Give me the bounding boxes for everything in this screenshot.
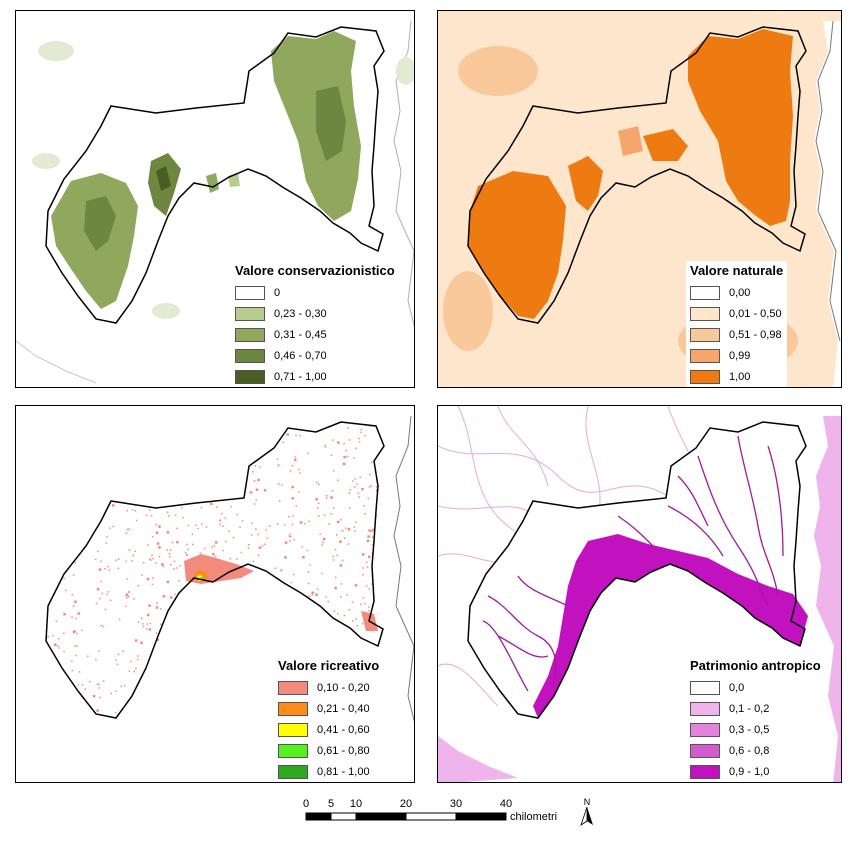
legend-row: 0 — [235, 282, 395, 303]
legend-swatch — [690, 285, 720, 300]
legend-row: 0,0 — [690, 677, 821, 698]
legend-label: 1,00 — [729, 370, 751, 383]
legend-row: 0,6 - 0,8 — [690, 740, 821, 761]
legend-swatch — [690, 348, 720, 363]
legend-swatch — [690, 701, 720, 716]
scale-tick-label: 20 — [400, 798, 412, 810]
legend-row: 0,61 - 0,80 — [278, 740, 379, 761]
map-panel-naturale: Valore naturale 0,00 0,01 - 0,50 0,51 - … — [437, 10, 842, 388]
legend-label: 0,99 — [729, 349, 751, 362]
legend-row: 1,00 — [690, 366, 783, 387]
legend-swatch — [235, 348, 265, 363]
legend-ricreativo: Valore ricreativo 0,10 - 0,20 0,21 - 0,4… — [274, 656, 384, 782]
legend-row: 0,71 - 1,00 — [235, 366, 395, 387]
legend-title: Patrimonio antropico — [690, 658, 821, 673]
legend-swatch — [690, 306, 720, 321]
legend-label: 0,10 - 0,20 — [317, 681, 370, 694]
legend-swatch — [278, 743, 308, 758]
legend-row: 0,3 - 0,5 — [690, 719, 821, 740]
legend-label: 0,1 - 0,2 — [729, 702, 770, 715]
map-antropico — [438, 406, 841, 782]
legend-conservazionistico: Valore conservazionistico 0 0,23 - 0,30 … — [231, 261, 399, 387]
legend-swatch — [235, 327, 265, 342]
scale-tick-label: 40 — [500, 798, 512, 810]
legend-label: 0,21 - 0,40 — [317, 702, 370, 715]
scale-tick-label: 30 — [450, 798, 462, 810]
map-panel-ricreativo: Valore ricreativo 0,10 - 0,20 0,21 - 0,4… — [15, 405, 415, 783]
legend-swatch — [690, 680, 720, 695]
legend-label: 0 — [274, 286, 281, 299]
legend-label: 0,41 - 0,60 — [317, 723, 370, 736]
legend-label: 0,23 - 0,30 — [274, 307, 327, 320]
legend-title: Valore ricreativo — [278, 658, 380, 673]
scale-unit-label: chilometri — [510, 811, 557, 823]
legend-row: 0,99 — [690, 345, 783, 366]
legend-title: Valore naturale — [690, 263, 784, 278]
legend-label: 0,0 — [729, 681, 745, 694]
north-arrow-icon: N — [580, 797, 593, 826]
scale-tick-label: 5 — [328, 798, 334, 810]
legend-row: 0,10 - 0,20 — [278, 677, 379, 698]
legend-row: 0,00 — [690, 282, 783, 303]
legend-swatch — [235, 369, 265, 384]
legend-label: 0,51 - 0,98 — [729, 328, 782, 341]
legend-naturale: Valore naturale 0,00 0,01 - 0,50 0,51 - … — [686, 261, 788, 387]
map-panel-antropico: Patrimonio antropico 0,0 0,1 - 0,2 0,3 -… — [437, 405, 842, 783]
legend-swatch — [235, 306, 265, 321]
legend-row: 0,46 - 0,70 — [235, 345, 395, 366]
map-conservazionistico — [16, 20, 414, 384]
legend-swatch — [690, 327, 720, 342]
map-panel-conservazionistico: Valore conservazionistico 0 0,23 - 0,30 … — [15, 10, 415, 388]
legend-swatch — [278, 680, 308, 695]
legend-row: 0,51 - 0,98 — [690, 324, 783, 345]
legend-swatch — [235, 285, 265, 300]
legend-label: 0,46 - 0,70 — [274, 349, 327, 362]
scale-tick-label: 0 — [303, 798, 309, 810]
legend-swatch — [278, 722, 308, 737]
map-ricreativo — [45, 415, 414, 737]
legend-row: 0,31 - 0,45 — [235, 324, 395, 345]
legend-label: 0,81 - 1,00 — [317, 765, 370, 778]
scale-bar-segments — [305, 812, 507, 821]
legend-label: 0,9 - 1,0 — [729, 765, 770, 778]
legend-label: 0,61 - 0,80 — [317, 744, 370, 757]
legend-label: 0,6 - 0,8 — [729, 744, 770, 757]
legend-row: 0,81 - 1,00 — [278, 761, 379, 782]
legend-label: 0,31 - 0,45 — [274, 328, 327, 341]
legend-row: 0,01 - 0,50 — [690, 303, 783, 324]
scale-tick-label: 10 — [350, 798, 362, 810]
legend-label: 0,01 - 0,50 — [729, 307, 782, 320]
legend-swatch — [690, 722, 720, 737]
legend-title: Valore conservazionistico — [235, 263, 395, 278]
legend-swatch — [278, 764, 308, 779]
legend-swatch — [690, 743, 720, 758]
legend-row: 0,21 - 0,40 — [278, 698, 379, 719]
svg-text:N: N — [584, 797, 591, 807]
legend-swatch — [278, 701, 308, 716]
legend-antropico: Patrimonio antropico 0,0 0,1 - 0,2 0,3 -… — [686, 656, 825, 782]
legend-row: 0,9 - 1,0 — [690, 761, 821, 782]
legend-label: 0,71 - 1,00 — [274, 370, 327, 383]
legend-label: 0,3 - 0,5 — [729, 723, 770, 736]
legend-row: 0,41 - 0,60 — [278, 719, 379, 740]
legend-row: 0,23 - 0,30 — [235, 303, 395, 324]
legend-label: 0,00 — [729, 286, 751, 299]
scale-bar: 0 5 10 20 30 40 chilometri N — [303, 797, 593, 826]
legend-row: 0,1 - 0,2 — [690, 698, 821, 719]
legend-swatch — [690, 369, 720, 384]
legend-swatch — [690, 764, 720, 779]
